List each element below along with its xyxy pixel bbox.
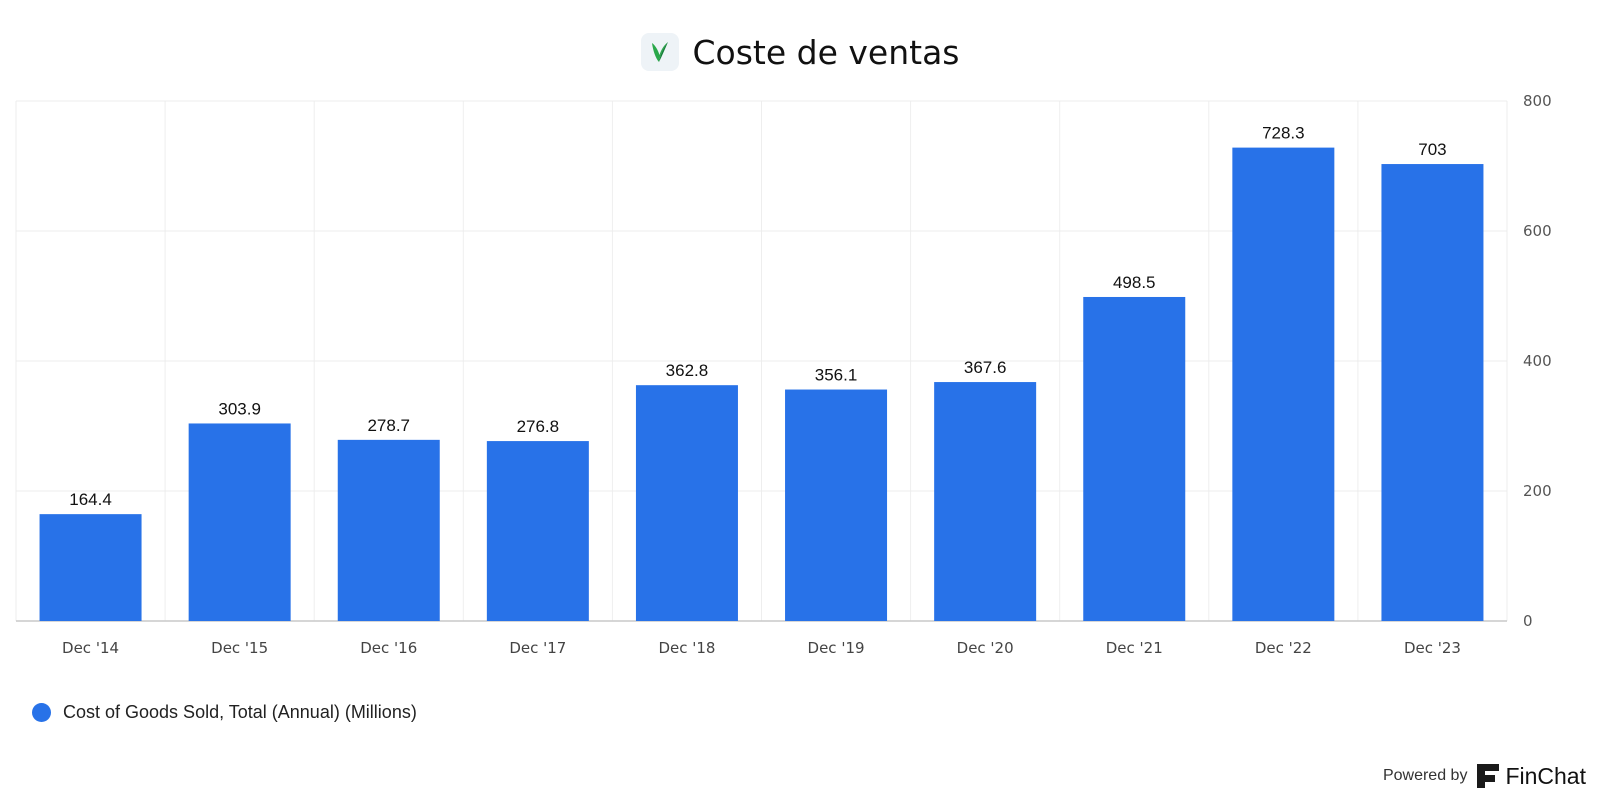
bar <box>635 385 738 621</box>
finchat-logo: FinChat <box>1475 762 1586 790</box>
chart-header: Coste de ventas <box>0 28 1600 76</box>
bar-value-label: 278.7 <box>367 416 410 435</box>
bar-value-label: 367.6 <box>964 358 1007 377</box>
bar-value-label: 276.8 <box>517 417 560 436</box>
bar <box>1083 296 1186 621</box>
chart-title: Coste de ventas <box>692 32 960 72</box>
legend[interactable]: Cost of Goods Sold, Total (Annual) (Mill… <box>32 702 417 723</box>
y-tick-label: 400 <box>1523 352 1552 370</box>
x-tick-label: Dec '23 <box>1404 639 1461 657</box>
bar-value-label: 728.3 <box>1262 124 1305 143</box>
x-tick-label: Dec '20 <box>957 639 1014 657</box>
y-tick-label: 800 <box>1523 92 1552 110</box>
x-tick-label: Dec '17 <box>509 639 566 657</box>
legend-label: Cost of Goods Sold, Total (Annual) (Mill… <box>63 702 417 722</box>
x-tick-label: Dec '14 <box>62 639 119 657</box>
y-tick-label: 600 <box>1523 222 1552 240</box>
bar <box>934 382 1037 621</box>
bar <box>188 423 291 621</box>
bar-value-label: 303.9 <box>218 399 261 418</box>
bar <box>486 441 589 621</box>
finchat-brand: FinChat <box>1505 762 1586 789</box>
bar <box>1232 147 1335 622</box>
v-leaf-logo-icon <box>640 33 679 71</box>
bar-value-label: 362.8 <box>666 361 709 380</box>
bar <box>1381 164 1484 622</box>
x-tick-label: Dec '19 <box>808 639 865 657</box>
y-tick-label: 200 <box>1523 482 1552 500</box>
bar-value-label: 498.5 <box>1113 273 1156 292</box>
legend-marker <box>32 703 51 722</box>
bar-value-label: 164.4 <box>69 490 112 509</box>
finchat-logo-icon <box>1477 764 1500 788</box>
bar <box>785 389 888 621</box>
bar-value-label: 703 <box>1418 140 1446 159</box>
x-tick-label: Dec '21 <box>1106 639 1163 657</box>
x-tick-label: Dec '22 <box>1255 639 1312 657</box>
x-tick-label: Dec '15 <box>211 639 268 657</box>
bar <box>39 514 142 621</box>
bar <box>337 439 440 621</box>
y-tick-label: 0 <box>1523 612 1533 630</box>
powered-by-footer[interactable]: Powered by FinChat <box>1383 762 1586 790</box>
x-tick-label: Dec '18 <box>658 639 715 657</box>
powered-by-text: Powered by <box>1382 767 1468 784</box>
bar-value-label: 356.1 <box>815 366 858 385</box>
x-tick-label: Dec '16 <box>360 639 417 657</box>
